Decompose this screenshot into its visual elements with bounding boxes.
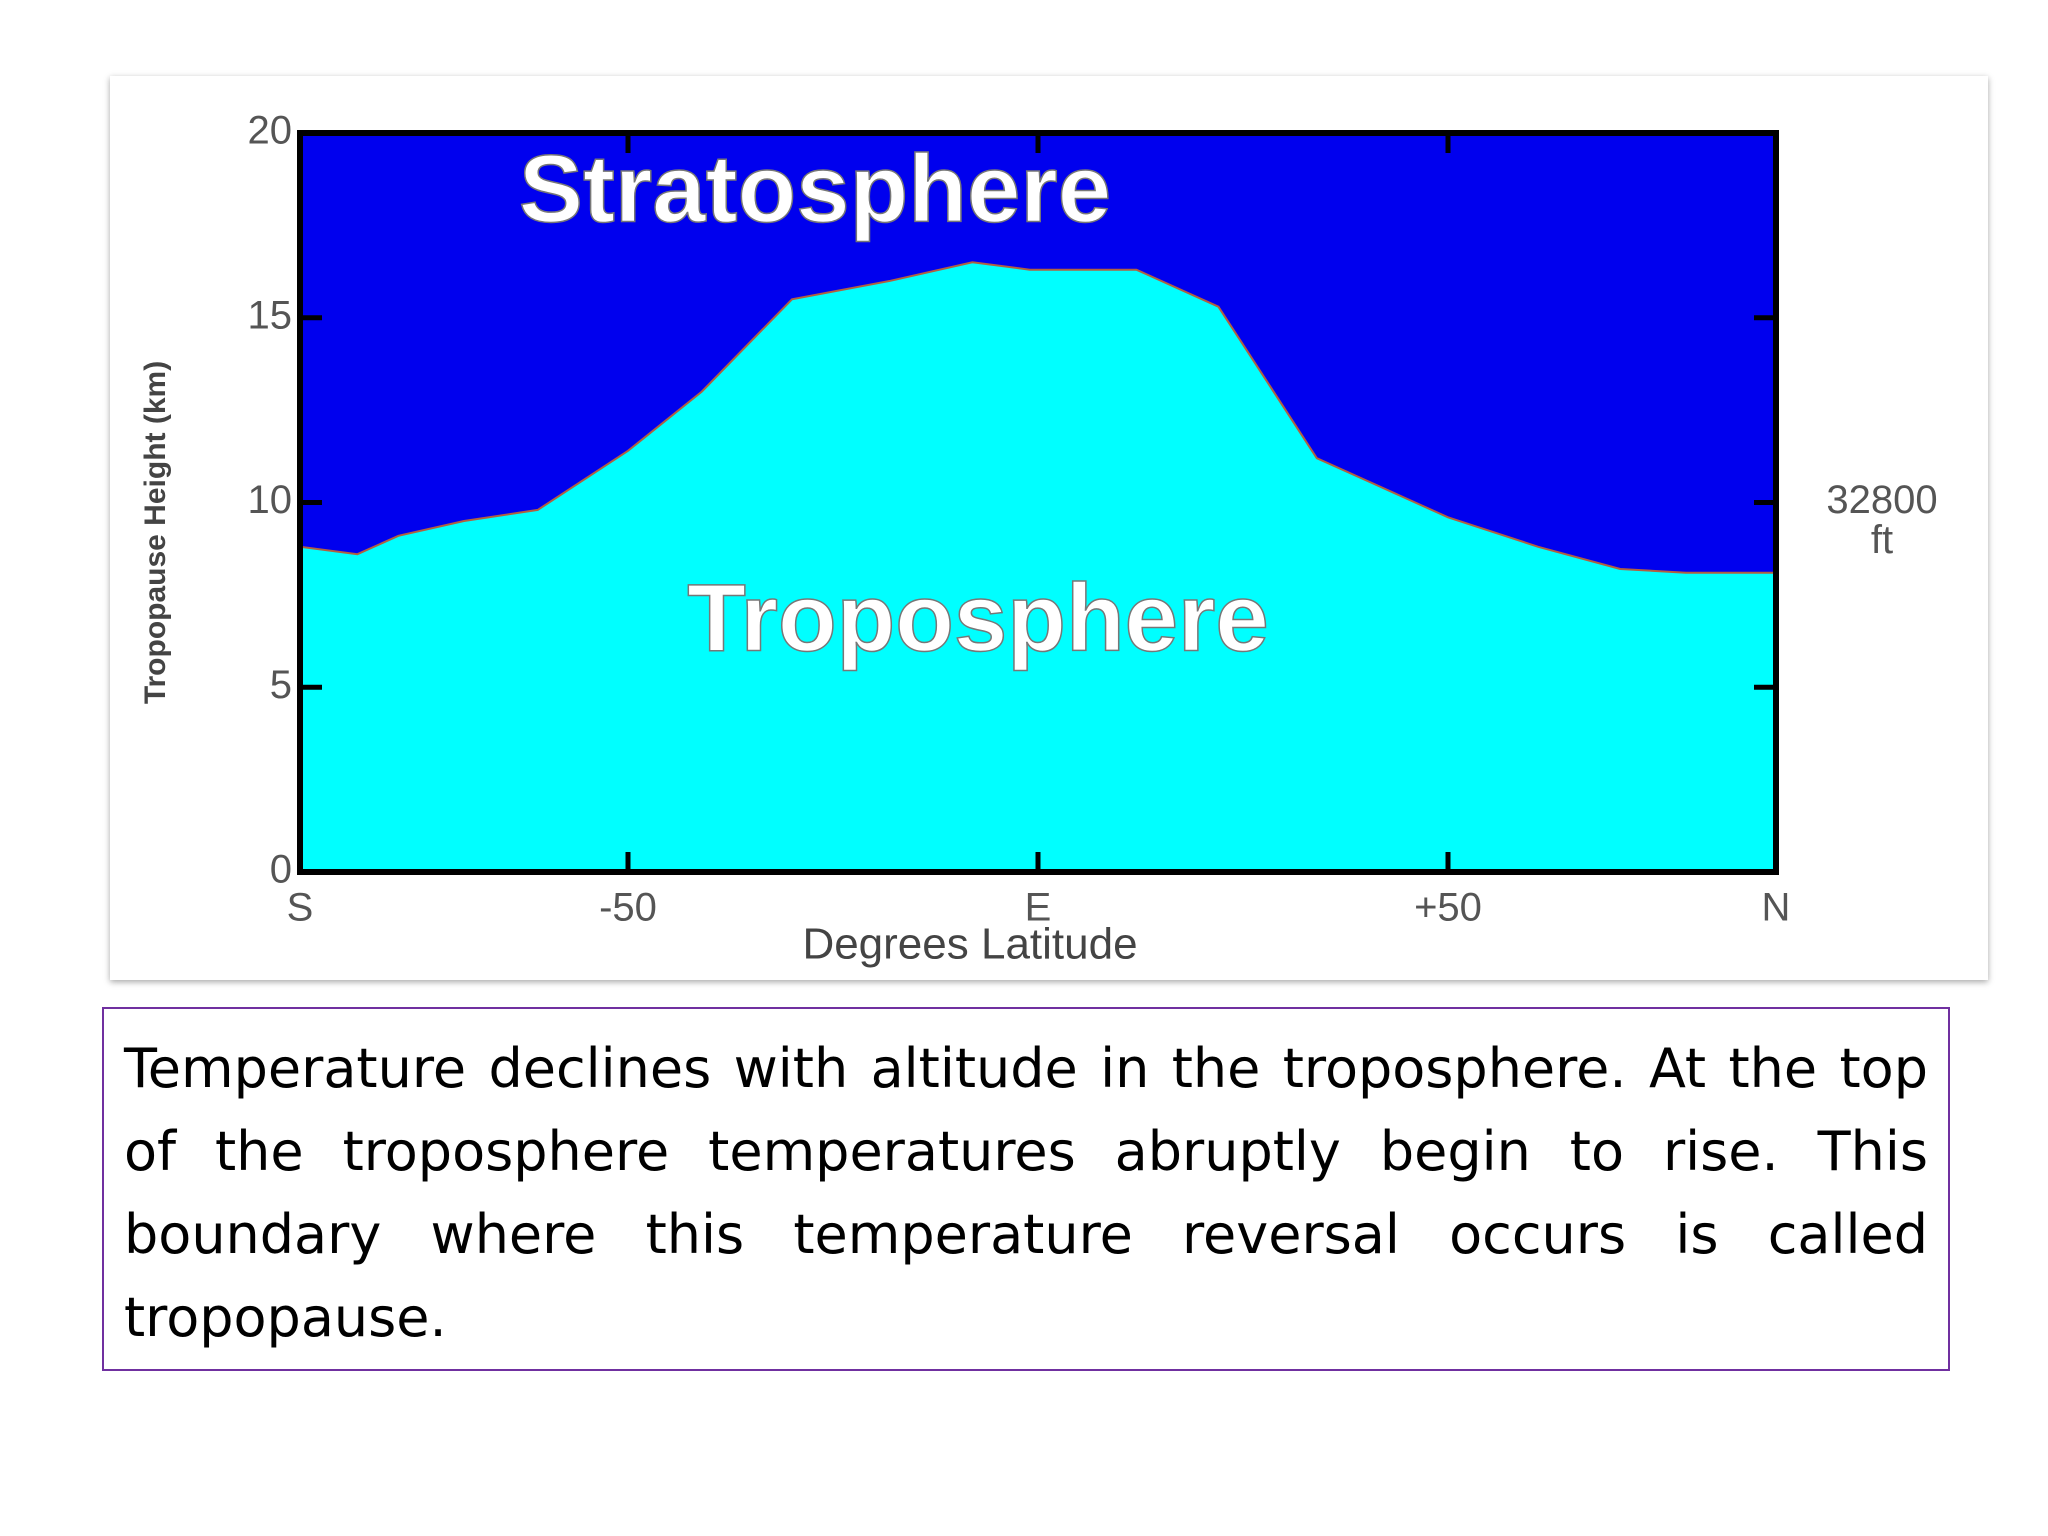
x-tick-label: +50 xyxy=(1414,886,1482,930)
x-tick-label: -50 xyxy=(599,886,657,930)
y-axis-title: Tropopause Height (km) xyxy=(139,361,172,704)
x-axis-title: Degrees Latitude xyxy=(802,920,1137,969)
caption: Temperature declines with altitude in th… xyxy=(102,1007,1950,1371)
y-tick-label: 0 xyxy=(270,848,292,892)
right-annotation: ft xyxy=(1871,518,1893,562)
x-tick-label: S xyxy=(287,886,314,930)
right-annotation: 32800 xyxy=(1826,478,1937,522)
x-tick-label: N xyxy=(1762,886,1791,930)
y-tick-label: 5 xyxy=(270,663,292,707)
y-tick-label: 15 xyxy=(248,293,293,337)
y-tick-label: 10 xyxy=(248,478,293,522)
region-label: Stratosphere xyxy=(519,135,1111,242)
chart: Stratosphere Troposphere 0 5 10 15 20 S -50 E +50 N… xyxy=(139,109,1938,969)
y-tick-label: 20 xyxy=(248,109,293,153)
region-label: Troposphere xyxy=(687,564,1268,671)
troposphere-area xyxy=(299,261,1777,873)
x-tick-label: E xyxy=(1025,886,1052,930)
